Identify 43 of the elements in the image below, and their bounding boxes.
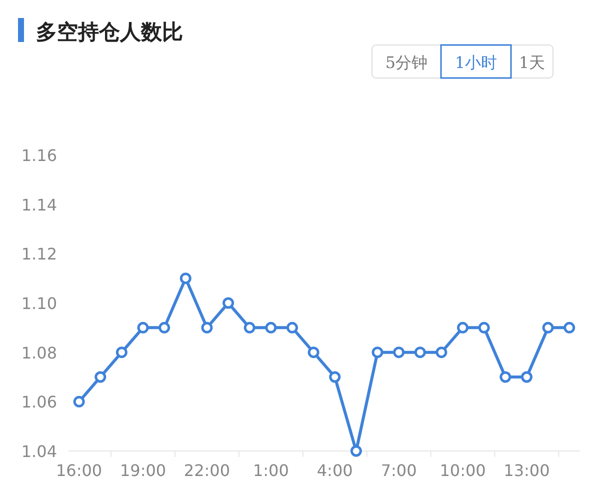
point [116,346,128,358]
y-tick-label: 1.04 [21,442,57,461]
point [393,346,405,358]
point [329,371,341,383]
point [520,371,532,383]
text: 1小时 [454,53,498,72]
x-tick-label: 22:00 [184,461,230,480]
point [244,322,256,334]
x-tick-label: 16:00 [56,461,102,480]
point [180,272,192,284]
point [308,346,320,358]
x-tick-label: 1:00 [252,461,289,480]
point [201,322,213,334]
y-tick-label: 1.16 [21,146,57,165]
x-tick-label: 13:00 [504,461,550,480]
point [265,322,277,334]
y-tick-label: 1.10 [21,294,57,313]
point [222,297,234,309]
y-tick-label: 1.08 [21,343,57,362]
x-tick-label: 19:00 [120,461,166,480]
point [436,346,448,358]
text: 5分钟 [385,53,428,72]
point [542,322,554,334]
point [94,371,106,383]
point [73,396,85,408]
point [478,322,490,334]
point [137,322,149,334]
y-tick-label: 1.06 [21,392,57,412]
point [414,346,426,358]
chart-title: 多空持仓人数比 [36,20,183,44]
x-tick-label: 7:00 [380,461,417,480]
point [372,346,384,358]
y-tick-label: 1.12 [21,244,57,264]
text: 1天 [518,53,546,72]
x-tick-label: 10:00 [440,461,486,480]
point [158,322,170,334]
point [457,322,469,334]
x-tick-label: 4:00 [316,461,353,480]
point [500,371,512,383]
point [564,322,576,334]
point [286,322,298,334]
y-tick-label: 1.14 [21,195,57,214]
point [350,445,362,457]
